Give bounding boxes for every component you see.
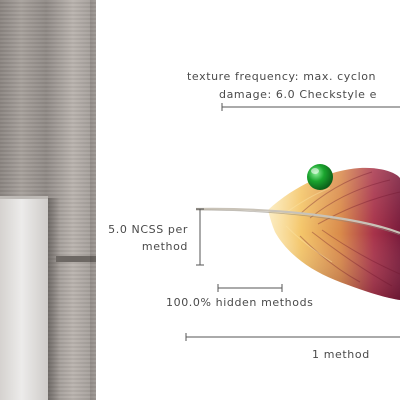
ncss-label: 5.0 NCSS per method bbox=[96, 221, 188, 255]
photo-post bbox=[0, 196, 48, 400]
texture-frequency-label: texture frequency: max. cyclon bbox=[187, 70, 377, 83]
hidden-methods-scale-bar bbox=[217, 284, 283, 292]
photo-post-shadow bbox=[48, 198, 60, 400]
ncss-label-line2: method bbox=[141, 240, 188, 253]
feather-shaft bbox=[195, 207, 400, 235]
ncss-scale-bar bbox=[196, 208, 204, 266]
hidden-methods-label: 100.0% hidden methods bbox=[166, 296, 314, 309]
green-marker[interactable] bbox=[307, 164, 333, 190]
photo-edge bbox=[90, 0, 96, 400]
method-label: 1 method bbox=[312, 348, 370, 361]
ncss-label-line1: 5.0 NCSS per bbox=[108, 223, 188, 236]
method-scale-bar bbox=[185, 333, 400, 341]
photo-bracket bbox=[56, 256, 96, 262]
background-photo bbox=[0, 0, 96, 400]
damage-label: damage: 6.0 Checkstyle e bbox=[219, 88, 378, 101]
texture-scale-bar bbox=[221, 103, 400, 111]
feather-glyph bbox=[268, 167, 400, 300]
